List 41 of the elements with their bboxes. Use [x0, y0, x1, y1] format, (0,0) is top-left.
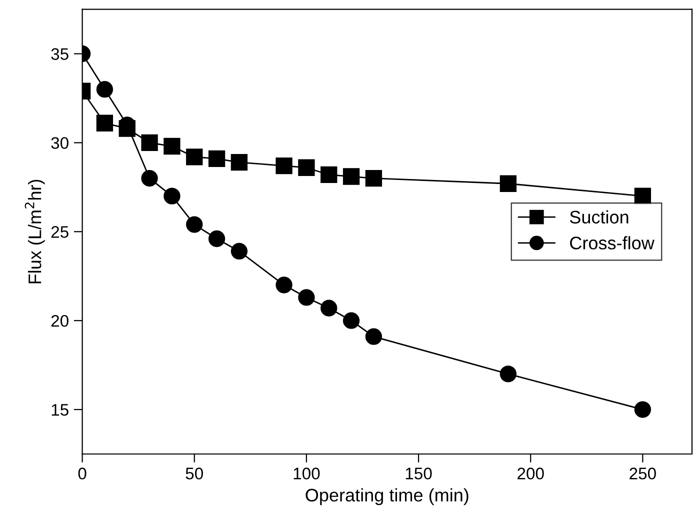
y-tick-label: 15: [52, 404, 68, 416]
x-tick-label: 100: [294, 468, 320, 480]
legend-label: Suction: [570, 210, 628, 224]
x-tick-label: 150: [406, 468, 432, 480]
point: [186, 216, 203, 233]
point: [500, 366, 517, 382]
point: [141, 170, 158, 187]
point: [365, 328, 382, 345]
x-axis-title: Operating time (min): [306, 488, 468, 506]
y-tick-label: 25: [51, 226, 68, 238]
point: [276, 276, 292, 294]
point: [164, 188, 180, 204]
point: [164, 138, 180, 155]
point: [96, 81, 114, 98]
point: [186, 148, 203, 166]
point: [208, 150, 226, 168]
point: [276, 158, 292, 174]
legend-label: Cross-flow: [570, 236, 654, 250]
y-tick-label: 30: [51, 137, 68, 149]
point: [208, 230, 226, 248]
point: [230, 154, 248, 171]
point: [342, 312, 360, 329]
point: [500, 175, 517, 192]
point: [141, 134, 158, 152]
y-tick-label: 20: [51, 314, 68, 327]
point: [96, 114, 114, 132]
y-axis-title: Flux (L/m$^{2}$hr): [24, 180, 45, 284]
x-tick-label: 50: [186, 468, 203, 480]
point: [365, 170, 382, 187]
point: [634, 188, 652, 204]
point: [298, 289, 315, 306]
point: [320, 166, 338, 184]
point: [298, 159, 315, 176]
point: [342, 168, 360, 185]
point: [320, 300, 338, 316]
x-tick-label: 250: [630, 468, 656, 480]
y-tick-label: 35: [51, 48, 68, 60]
x-tick-label: 0: [78, 468, 86, 480]
point: [634, 401, 652, 418]
point: [230, 242, 248, 260]
x-tick-label: 200: [518, 468, 544, 480]
